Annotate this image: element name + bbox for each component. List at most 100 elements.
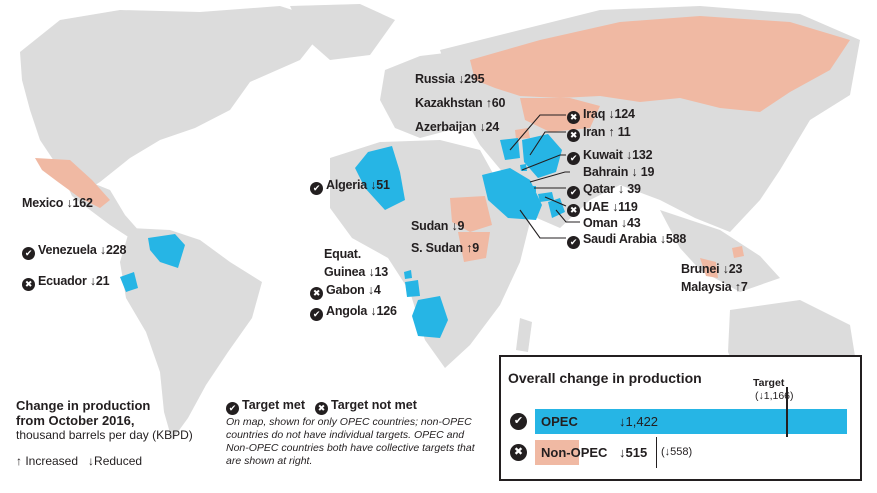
label-brunei: Brunei ↓23: [681, 262, 743, 276]
leader-oman: [555, 209, 580, 223]
check-circle-icon: ✔: [510, 413, 527, 430]
label-south-sudan: S. Sudan ↑9: [411, 241, 479, 255]
leader-iraq: [509, 114, 566, 151]
non-opec-label: Non-OPEC: [541, 445, 608, 460]
x-circle-icon: ✖: [310, 287, 323, 300]
label-kuwait: ✔ Kuwait ↓132: [567, 148, 653, 165]
check-circle-icon: ✔: [226, 402, 239, 415]
label-saudi-text: Saudi Arabia ↓588: [583, 232, 687, 246]
label-algeria: ✔ Algeria ↓51: [310, 178, 390, 195]
label-oman: Oman ↓43: [583, 216, 641, 230]
label-malaysia: Malaysia ↑7: [681, 280, 748, 294]
label-eq-guinea-line2: Guinea ↓13: [324, 265, 388, 279]
label-angola-text: Angola ↓126: [326, 304, 397, 318]
mexico-shape: [35, 158, 110, 208]
sudan-shape: [450, 196, 492, 232]
legend-subtitle: thousand barrels per day (KBPD): [16, 428, 193, 442]
check-circle-icon: ✔: [310, 182, 323, 195]
x-circle-icon: ✖: [567, 204, 580, 217]
label-iran-text: Iran ↑ 11: [583, 125, 631, 139]
iran-shape: [522, 134, 562, 178]
non-opec-value: ↓515: [619, 445, 648, 460]
legend-title-line1: Change in production: [16, 398, 151, 413]
leader-lines: [509, 114, 580, 239]
label-qatar-text: Qatar ↓ 39: [583, 182, 641, 196]
leader-iran: [529, 131, 566, 156]
legend-arrows: ↑ Increased ↓Reduced: [16, 454, 152, 469]
leader-uae: [544, 196, 567, 207]
opec-label: OPEC: [541, 414, 578, 429]
label-gabon: ✖ Gabon ↓4: [310, 283, 381, 300]
non-opec-target-label: (↓558): [661, 446, 693, 458]
south-america: [120, 228, 262, 440]
label-ecuador: ✖ Ecuador ↓21: [22, 274, 110, 291]
opec-bar: [535, 409, 847, 434]
label-ecuador-text: Ecuador ↓21: [38, 274, 110, 288]
icon-legend: ✔ Target met ✖ Target not met: [226, 398, 427, 415]
label-uae-text: UAE ↓119: [583, 200, 638, 214]
russia-shape: [470, 16, 850, 112]
legend-increased: ↑ Increased: [16, 454, 79, 468]
check-circle-icon: ✔: [22, 247, 35, 260]
label-mexico: Mexico ↓162: [22, 196, 93, 210]
target-label: Target: [753, 377, 785, 389]
leader-bahrain: [529, 171, 570, 183]
oman-shape: [548, 198, 565, 218]
label-saudi-arabia: ✔ Saudi Arabia ↓588: [567, 232, 686, 249]
legend-target-not-met-text: Target not met: [330, 398, 417, 412]
label-kuwait-text: Kuwait ↓132: [583, 148, 653, 162]
south-sudan-shape: [458, 232, 490, 262]
overall-change-panel: Overall change in production Target (↓1,…: [499, 355, 862, 481]
label-eq-guinea-line1: Equat.: [324, 247, 361, 261]
label-venezuela: ✔ Venezuela ↓228: [22, 243, 126, 260]
north-america: [20, 6, 330, 196]
madagascar: [516, 318, 532, 352]
non-opec-target-marker: [656, 437, 657, 468]
angola-shape: [412, 296, 448, 338]
target-value: (↓1,166): [755, 390, 794, 402]
qatar-shape: [532, 186, 536, 192]
x-circle-icon: ✖: [314, 402, 328, 415]
check-circle-icon: ✔: [567, 186, 580, 199]
legend-target-met-text: Target met: [242, 398, 305, 412]
label-bahrain: Bahrain ↓ 19: [583, 165, 655, 179]
venezuela-shape: [148, 234, 185, 268]
map-note: On map, shown for only OPEC countries; n…: [226, 416, 475, 467]
opec-value: ↓1,422: [619, 414, 659, 429]
panel-title: Overall change in production: [508, 370, 702, 386]
saudi-arabia-shape: [482, 168, 542, 220]
label-uae: ✖ UAE ↓119: [567, 200, 638, 217]
legend-title-line2: from October 2016,: [16, 413, 135, 428]
check-circle-icon: ✔: [567, 152, 580, 165]
label-angola: ✔ Angola ↓126: [310, 304, 397, 321]
brunei-shape: [732, 246, 744, 258]
gabon-shape: [405, 280, 420, 297]
label-kazakhstan: Kazakhstan ↑60: [415, 96, 506, 110]
ecuador-shape: [120, 272, 138, 292]
x-circle-icon: ✖: [567, 129, 580, 142]
greenland: [290, 4, 395, 60]
opec-countries: [120, 134, 565, 338]
legend-target-met: ✔ Target met: [226, 398, 305, 415]
equatorial-guinea-shape: [404, 270, 412, 279]
leader-saudi: [519, 209, 566, 239]
legend-reduced: ↓Reduced: [88, 454, 143, 468]
label-russia: Russia ↓295: [415, 72, 485, 86]
southeast-asia: [660, 210, 780, 292]
label-iran: ✖ Iran ↑ 11: [567, 125, 631, 142]
x-circle-icon: ✖: [22, 278, 35, 291]
label-azerbaijan: Azerbaijan ↓24: [415, 120, 500, 134]
label-algeria-text: Algeria ↓51: [326, 178, 390, 192]
label-sudan: Sudan ↓9: [411, 219, 465, 233]
algeria-shape: [355, 146, 405, 210]
check-circle-icon: ✔: [310, 308, 323, 321]
x-circle-icon: ✖: [567, 111, 580, 124]
label-gabon-text: Gabon ↓4: [326, 283, 381, 297]
label-iraq: ✖ Iraq ↓124: [567, 107, 635, 124]
check-circle-icon: ✔: [567, 236, 580, 249]
label-iraq-text: Iraq ↓124: [583, 107, 635, 121]
x-circle-icon: ✖: [510, 444, 527, 461]
legend-target-not-met: ✖ Target not met: [314, 398, 417, 415]
